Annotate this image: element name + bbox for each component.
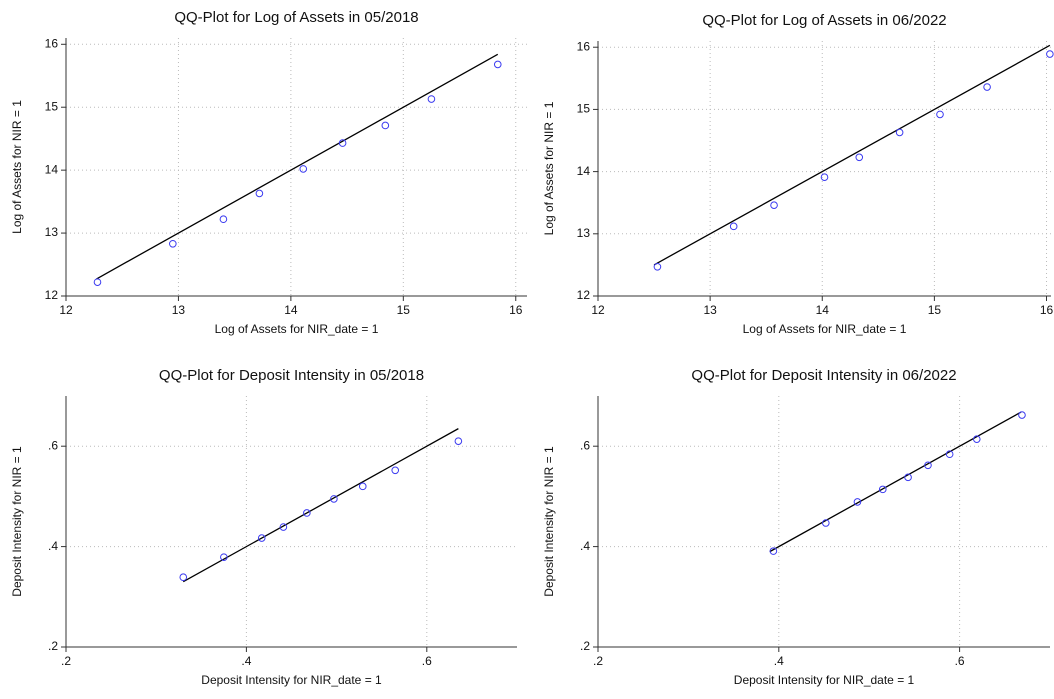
y-tick-label: .4 xyxy=(48,539,58,553)
point xyxy=(427,95,436,103)
chart-title: QQ-Plot for Deposit Intensity in 06/2022 xyxy=(691,367,956,384)
y-tick-label: .2 xyxy=(580,639,590,653)
point xyxy=(219,215,228,224)
point xyxy=(303,509,311,517)
chart-title: QQ-Plot for Log of Assets in 05/2018 xyxy=(174,9,418,26)
point xyxy=(169,239,177,248)
point xyxy=(257,534,266,542)
x-tick-label: 12 xyxy=(59,303,73,317)
y-tick-label: 12 xyxy=(45,288,59,302)
x-axis-label: Log of Assets for NIR_date = 1 xyxy=(215,322,379,336)
point xyxy=(936,110,944,119)
point xyxy=(878,485,887,494)
x-tick-label: 12 xyxy=(591,303,605,317)
point xyxy=(1018,411,1026,419)
y-axis-label: Log of Assets for NIR = 1 xyxy=(10,100,24,234)
y-axis-label: Log of Assets for NIR = 1 xyxy=(542,101,556,235)
point xyxy=(358,482,367,491)
y-tick-label: 13 xyxy=(577,226,591,240)
x-tick-label: 14 xyxy=(284,303,298,317)
reference-line xyxy=(653,44,1051,266)
x-axis-label: Deposit Intensity for NIR_date = 1 xyxy=(201,673,382,687)
x-tick-label: .4 xyxy=(774,654,784,668)
point xyxy=(653,262,662,271)
point xyxy=(820,173,829,182)
y-tick-label: .4 xyxy=(580,539,590,553)
point xyxy=(454,437,463,445)
y-axis-label: Deposit Intensity for NIR = 1 xyxy=(10,446,24,597)
x-axis-label: Deposit Intensity for NIR_date = 1 xyxy=(734,673,915,687)
y-tick-label: .6 xyxy=(48,438,58,452)
point xyxy=(381,121,390,130)
point xyxy=(330,495,338,503)
point xyxy=(93,278,102,286)
y-tick-label: 15 xyxy=(45,99,59,113)
point xyxy=(822,519,830,527)
point xyxy=(895,128,904,137)
chart-title: QQ-Plot for Deposit Intensity in 05/2018 xyxy=(159,367,424,384)
x-tick-label: 15 xyxy=(928,303,942,317)
x-tick-label: 13 xyxy=(172,303,186,317)
point xyxy=(770,201,778,209)
chart-panel: QQ-Plot for Deposit Intensity in 05/2018… xyxy=(10,367,517,687)
y-tick-label: 12 xyxy=(577,288,591,302)
x-tick-label: 16 xyxy=(509,303,523,317)
point xyxy=(945,450,954,459)
point xyxy=(769,547,778,555)
y-tick-label: 13 xyxy=(45,225,59,239)
point xyxy=(729,222,738,231)
point xyxy=(179,573,188,582)
y-tick-label: .2 xyxy=(48,639,58,653)
y-tick-label: 14 xyxy=(577,164,591,178)
point xyxy=(853,498,862,506)
point xyxy=(972,435,981,443)
y-axis-label: Deposit Intensity for NIR = 1 xyxy=(542,446,556,597)
reference-line xyxy=(769,411,1022,553)
chart-title: QQ-Plot for Log of Assets in 06/2022 xyxy=(702,12,946,29)
point xyxy=(279,523,288,531)
y-tick-label: 14 xyxy=(45,162,59,176)
point xyxy=(255,189,264,198)
y-tick-label: 16 xyxy=(577,39,591,53)
point xyxy=(493,60,502,69)
point xyxy=(220,553,228,561)
y-tick-label: 16 xyxy=(45,36,59,50)
reference-line xyxy=(96,53,499,280)
x-tick-label: 13 xyxy=(703,303,717,317)
reference-line xyxy=(182,428,459,583)
point xyxy=(855,153,864,162)
point xyxy=(904,473,912,482)
y-tick-label: .6 xyxy=(580,438,590,452)
x-tick-label: .2 xyxy=(593,654,603,668)
x-tick-label: .6 xyxy=(955,654,965,668)
x-axis-label: Log of Assets for NIR_date = 1 xyxy=(743,322,907,336)
point xyxy=(1046,50,1054,58)
point xyxy=(391,466,400,475)
chart-panel: QQ-Plot for Log of Assets in 06/2022 12 13… xyxy=(542,12,1054,336)
x-tick-label: .4 xyxy=(241,654,251,668)
chart-panel: QQ-Plot for Log of Assets in 05/2018 12 13… xyxy=(10,9,527,336)
x-tick-label: .6 xyxy=(422,654,432,668)
x-tick-label: 14 xyxy=(816,303,830,317)
x-tick-label: 16 xyxy=(1040,303,1054,317)
chart-panel: QQ-Plot for Deposit Intensity in 06/2022… xyxy=(542,367,1050,687)
point xyxy=(338,139,347,147)
point xyxy=(983,83,991,91)
point xyxy=(924,461,932,470)
x-tick-label: 15 xyxy=(397,303,411,317)
y-tick-label: 15 xyxy=(577,102,591,116)
point xyxy=(299,165,308,173)
x-tick-label: .2 xyxy=(61,654,71,668)
